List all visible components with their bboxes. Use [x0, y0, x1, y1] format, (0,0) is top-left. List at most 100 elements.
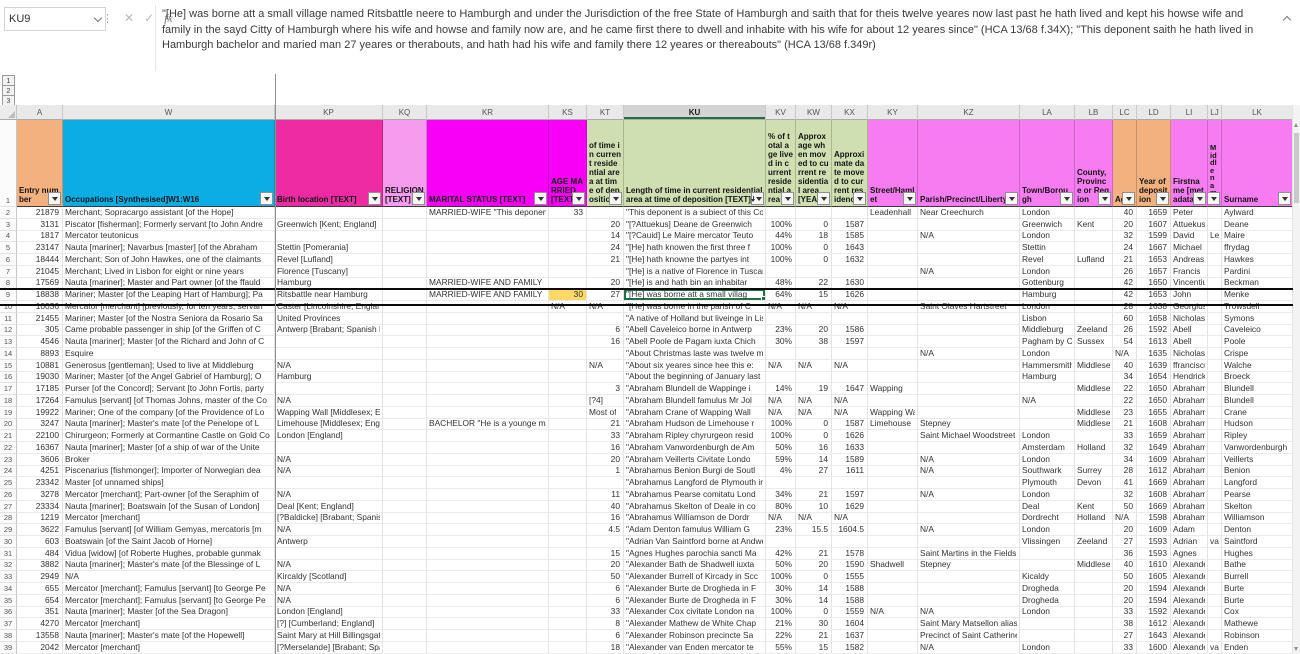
cell[interactable]: "Adrian Van Saintford borne at Andwerpe …: [624, 536, 766, 548]
column-header-KV[interactable]: % of total age lived in current resident…: [766, 120, 796, 207]
cell[interactable]: 14%: [766, 383, 796, 395]
cell[interactable]: [1208, 277, 1222, 290]
cell[interactable]: Mercator [merchant]; Famulus [servant] […: [63, 594, 275, 607]
cell[interactable]: [383, 442, 427, 454]
cell[interactable]: [383, 371, 427, 384]
row-number-4[interactable]: 4: [0, 230, 17, 243]
vertical-scrollbar[interactable]: [1292, 105, 1300, 654]
cell[interactable]: 100%: [766, 571, 796, 583]
cell[interactable]: 100%: [766, 254, 796, 266]
cell[interactable]: 21455: [17, 312, 63, 325]
cell[interactable]: "Adam Denton famulus William G: [624, 524, 766, 536]
cell[interactable]: Alexander: [1171, 630, 1208, 642]
cell[interactable]: Devon: [1075, 477, 1113, 489]
cell[interactable]: Michael: [1171, 242, 1208, 254]
cell[interactable]: Saint Mary at Hill Billingsgate [London;…: [275, 630, 383, 642]
cell[interactable]: [1075, 453, 1113, 466]
cell[interactable]: London: [1020, 641, 1075, 654]
cell[interactable]: [868, 594, 918, 607]
cell[interactable]: [427, 606, 549, 619]
cell[interactable]: 22: [1113, 383, 1137, 395]
row-number-32[interactable]: 32: [0, 559, 17, 572]
column-header-W[interactable]: Occupations [Synthesised]W1:W16: [63, 120, 275, 207]
cell[interactable]: "Abraham Hudson de Limehouse r: [624, 418, 766, 431]
filter-button-KT[interactable]: [609, 192, 622, 205]
cell[interactable]: "[He] is and hath bin an inhabitar: [624, 277, 766, 290]
cell[interactable]: Amsterdam: [1020, 442, 1075, 454]
cell[interactable]: 28: [1113, 301, 1137, 313]
cell[interactable]: N/A: [275, 594, 383, 607]
cell[interactable]: [1075, 430, 1113, 442]
cell[interactable]: "[?Attuekus] Deane de Greenwich: [624, 218, 766, 231]
cell[interactable]: David: [1171, 230, 1208, 243]
row-number-35[interactable]: 35: [0, 594, 17, 607]
cell[interactable]: Denton: [1222, 524, 1293, 536]
cell[interactable]: N/A: [275, 524, 383, 536]
column-header-KZ[interactable]: Parish/Precinct/Liberty: [918, 120, 1020, 207]
cell[interactable]: Burrell: [1222, 571, 1293, 583]
cell[interactable]: 3882: [17, 559, 63, 572]
cell[interactable]: 1610: [1137, 559, 1171, 572]
column-letter-KX[interactable]: KX: [832, 105, 868, 120]
cell[interactable]: 1592: [1137, 606, 1171, 619]
cell[interactable]: [1020, 630, 1075, 642]
cell[interactable]: Holland: [1075, 512, 1113, 525]
cell[interactable]: [275, 547, 383, 560]
cell[interactable]: 1593: [1137, 536, 1171, 548]
cell[interactable]: [549, 641, 587, 654]
cell[interactable]: [383, 536, 427, 548]
cell[interactable]: [832, 348, 868, 360]
cell[interactable]: [383, 618, 427, 630]
cell[interactable]: N/A: [918, 641, 1020, 654]
cell[interactable]: N/A: [1113, 512, 1137, 525]
cell[interactable]: 21879: [17, 207, 63, 219]
cell[interactable]: [918, 571, 1020, 583]
cell[interactable]: [918, 324, 1020, 337]
cell[interactable]: [868, 336, 918, 348]
cell[interactable]: "[?Cauid] Le Maire mercator Teuto: [624, 230, 766, 243]
cell[interactable]: 1643: [1137, 630, 1171, 642]
cell[interactable]: 1658: [1137, 312, 1171, 325]
cell[interactable]: 603: [17, 536, 63, 548]
cell[interactable]: Abrahamus: [1171, 477, 1208, 489]
cell[interactable]: [1208, 336, 1222, 348]
column-header-LJ[interactable]: Middle name: [1208, 120, 1222, 207]
cell[interactable]: 0: [796, 571, 832, 583]
cell[interactable]: [549, 512, 587, 525]
cell[interactable]: [766, 265, 796, 278]
cell[interactable]: [549, 524, 587, 536]
cell[interactable]: "Abraham Veillerts Civitate Londo: [624, 453, 766, 466]
column-header-LK[interactable]: Surname: [1222, 120, 1293, 207]
cell[interactable]: Hudson: [1222, 418, 1293, 431]
cell[interactable]: 1597: [832, 489, 868, 501]
cell[interactable]: [383, 301, 427, 313]
cell[interactable]: 54: [1113, 336, 1137, 348]
cell[interactable]: 34: [1113, 371, 1137, 384]
cell[interactable]: [587, 265, 624, 278]
cell[interactable]: Drogheda: [1020, 583, 1075, 595]
cell[interactable]: 40: [1113, 559, 1137, 572]
cell[interactable]: [868, 289, 918, 301]
cell[interactable]: "Abrahamus Williamson de Dordr: [624, 512, 766, 525]
cell[interactable]: [1208, 489, 1222, 501]
column-letter-A[interactable]: A: [17, 105, 63, 120]
cell[interactable]: [868, 465, 918, 478]
column-header-KW[interactable]: Approx age when moved to current residen…: [796, 120, 832, 207]
cell[interactable]: [766, 312, 796, 325]
cell[interactable]: 14: [796, 583, 832, 595]
cell[interactable]: Symons: [1222, 312, 1293, 325]
column-letter-LK[interactable]: LK: [1222, 105, 1293, 120]
cell[interactable]: [1208, 301, 1222, 313]
cell[interactable]: 8: [587, 618, 624, 630]
cell[interactable]: "Alexander Bath de Shadwell iuxta: [624, 559, 766, 572]
cell[interactable]: [383, 524, 427, 536]
cell[interactable]: [549, 559, 587, 572]
cell[interactable]: 20: [1113, 218, 1137, 231]
cell[interactable]: [427, 359, 549, 372]
cell[interactable]: N/A: [766, 406, 796, 419]
filter-button-KZ[interactable]: [1005, 192, 1018, 205]
cell[interactable]: "[He] was borne att a small villag: [624, 289, 766, 301]
cell[interactable]: "Agnes Hughes parochia sancti Ma: [624, 547, 766, 560]
cell[interactable]: [427, 442, 549, 454]
cell[interactable]: 27: [1113, 630, 1137, 642]
